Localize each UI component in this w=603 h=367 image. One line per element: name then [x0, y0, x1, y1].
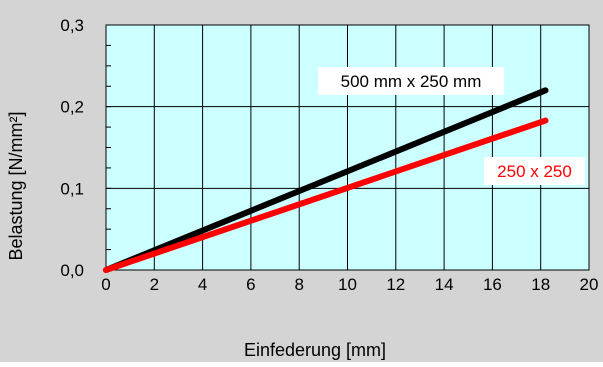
series-line-2 [103, 117, 549, 273]
y-tick-label: 0,2 [60, 98, 84, 117]
y-tick-label: 0,0 [60, 261, 84, 280]
y-axis-ticks: 0,0 0,1 0,2 0,3 [60, 16, 84, 280]
x-tick-label: 8 [294, 275, 303, 294]
series-label-box [318, 67, 504, 95]
x-tick-label: 18 [531, 275, 550, 294]
series-labels: 500 mm x 250 mm 250 x 250 [318, 67, 585, 185]
y-tick-label: 0,3 [60, 16, 84, 35]
x-tick-label: 6 [246, 275, 255, 294]
x-tick-label: 0 [101, 275, 110, 294]
x-tick-label: 2 [150, 275, 159, 294]
x-axis-ticks: 0 2 4 6 8 10 12 14 16 18 20 [101, 275, 598, 294]
series-lines [103, 87, 549, 273]
x-tick-label: 16 [483, 275, 502, 294]
x-tick-label: 10 [338, 275, 357, 294]
y-tick-label: 0,1 [60, 179, 84, 198]
series-label-2: 250 x 250 [497, 162, 572, 181]
x-tick-label: 20 [580, 275, 599, 294]
series-label-box [484, 157, 585, 185]
x-tick-label: 4 [198, 275, 207, 294]
series-line-1 [103, 87, 549, 273]
x-tick-label: 12 [386, 275, 405, 294]
x-tick-label: 14 [435, 275, 454, 294]
y-axis-label: Belastung [N/mm²] [6, 111, 26, 260]
series-label-1: 500 mm x 250 mm [341, 72, 482, 91]
x-axis-label: Einfederung [mm] [244, 340, 386, 360]
